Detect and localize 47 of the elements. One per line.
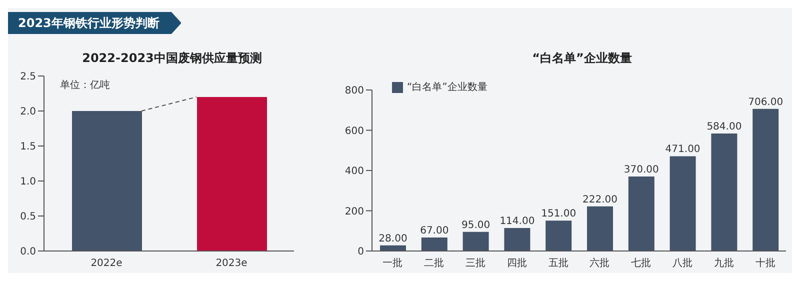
data-label: 95.00 [461, 220, 490, 231]
y-tick-label: 0.5 [20, 212, 36, 223]
y-tick-label: 2.0 [20, 106, 36, 118]
x-tick-label: 七批 [631, 257, 652, 270]
x-tick-label: 六批 [590, 257, 610, 270]
data-label: 471.00 [665, 144, 700, 156]
y-tick-label: 0.0 [20, 246, 36, 258]
data-label: 706.00 [748, 96, 784, 108]
data-label: 584.00 [706, 121, 742, 132]
text: 2023年钢铁行业形势判断 [8, 12, 182, 34]
data-label: 28.00 [378, 233, 408, 244]
x-tick-label: 八批 [672, 257, 692, 270]
x-tick-label: 九批 [714, 257, 734, 270]
data-label: 114.00 [500, 216, 535, 228]
x-tick-label: 十批 [755, 257, 776, 270]
y-tick-label: 2.5 [20, 72, 36, 83]
y-tick-label: 800 [344, 86, 364, 97]
bar [421, 238, 448, 251]
x-tick-label: 2022e [90, 258, 122, 270]
annotation: 单位：亿吨 [60, 78, 110, 92]
bar [504, 228, 530, 251]
bar [670, 156, 696, 251]
x-tick-label: 四批 [506, 257, 527, 270]
y-tick-label: 0 [358, 246, 364, 258]
x-tick-label: 三批 [466, 257, 486, 270]
y-tick-label: 1.0 [20, 176, 36, 188]
data-label: 222.00 [582, 194, 618, 206]
bar [752, 108, 779, 251]
y-tick-label: 400 [344, 166, 364, 178]
y-tick-label: 600 [344, 126, 364, 137]
legend-label: “白名单”企业数量 [407, 82, 488, 93]
bar [546, 220, 572, 251]
x-tick-label: 五批 [548, 257, 568, 270]
bar [628, 176, 654, 251]
data-label: 67.00 [420, 226, 449, 237]
data-label: 370.00 [624, 164, 659, 176]
x-tick-label: 2023e [216, 258, 248, 270]
data-label: 151.00 [541, 208, 576, 220]
y-tick-label: 1.5 [20, 142, 36, 153]
x-tick-label: 一批 [382, 257, 403, 270]
bar [711, 133, 738, 251]
chart-title: “白名单”企业数量 [531, 50, 633, 67]
bar [462, 232, 489, 251]
x-tick-label: 二批 [424, 257, 444, 270]
chart-title: 2022-2023中国废钢供应量预测 [81, 50, 263, 67]
bar [587, 206, 613, 251]
y-tick-label: 200 [344, 206, 364, 218]
